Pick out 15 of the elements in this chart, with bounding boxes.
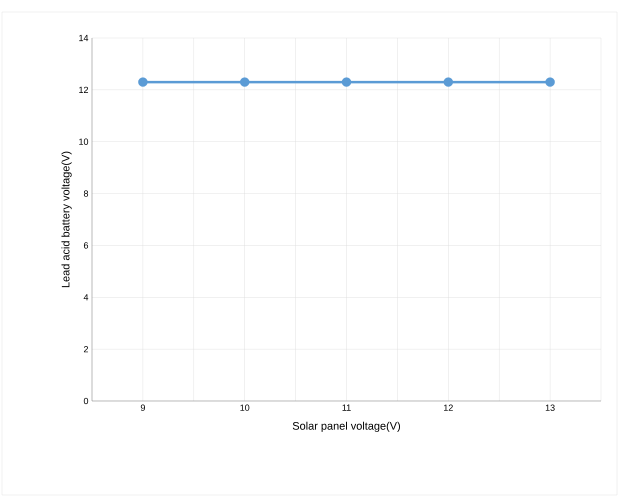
x-tick-label: 12 [444,404,453,411]
x-tick-label: 9 [140,404,145,411]
x-tick-label: 13 [546,404,555,411]
x-tick-label: 10 [240,404,250,411]
y-tick-label: 10 [79,138,88,145]
y-axis-title: Lead acid battery voltage(V) [61,152,72,288]
y-tick-label: 6 [84,242,88,249]
y-tick-label: 14 [79,34,88,42]
x-axis-title: Solar panel voltage(V) [292,422,400,432]
y-tick-label: 0 [84,398,88,404]
y-tick-label: 12 [79,86,88,93]
y-tick-label: 2 [84,346,88,352]
y-tick-label: 8 [84,190,88,197]
x-tick-label: 11 [342,404,351,411]
y-tick-label: 4 [84,294,88,300]
